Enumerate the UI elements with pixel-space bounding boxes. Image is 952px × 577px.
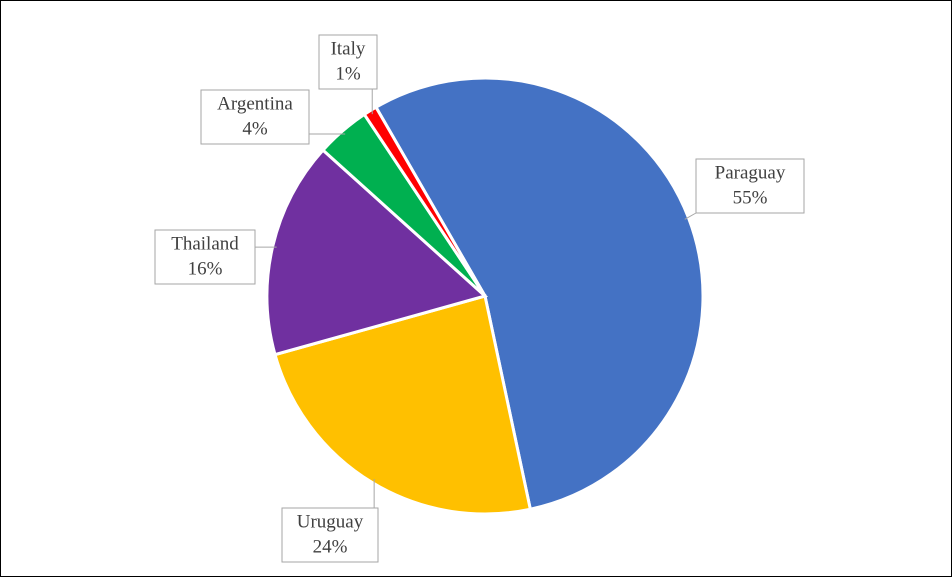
category-label: Paraguay xyxy=(715,162,786,183)
label-box xyxy=(695,158,805,214)
label-box xyxy=(200,89,310,145)
label-box xyxy=(154,229,256,285)
value-label: 1% xyxy=(335,63,361,84)
category-label: Thailand xyxy=(171,233,239,254)
pie-slice xyxy=(362,105,487,297)
category-label: Italy xyxy=(331,38,366,59)
pie-slice xyxy=(265,148,489,357)
pie-slice xyxy=(273,294,533,516)
pie-slice xyxy=(373,76,705,512)
value-label: 55% xyxy=(733,187,768,208)
leader-line xyxy=(684,212,697,220)
category-label: Argentina xyxy=(217,93,293,114)
label-box xyxy=(318,34,378,90)
value-label: 24% xyxy=(313,536,348,557)
value-label: 16% xyxy=(188,258,223,279)
category-label: Uruguay xyxy=(297,511,364,532)
label-box xyxy=(281,507,379,563)
value-label: 4% xyxy=(242,118,268,139)
